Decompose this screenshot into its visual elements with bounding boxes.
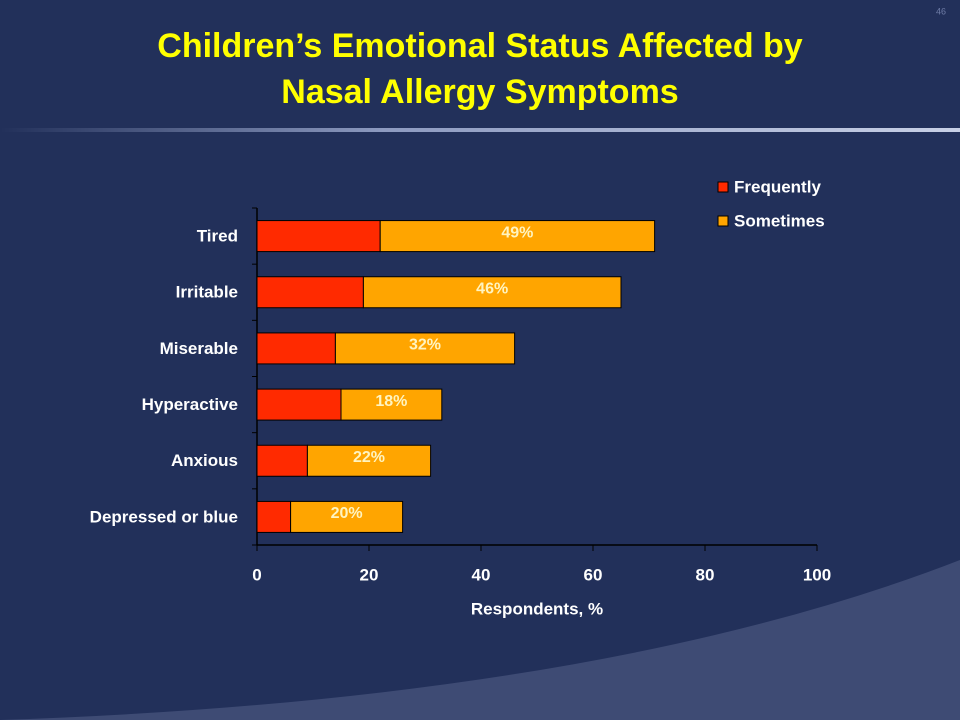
data-label: 49%	[501, 224, 533, 241]
y-tick-label: Hyperactive	[142, 395, 238, 414]
legend-swatch	[717, 215, 729, 227]
bar-segment	[334, 332, 516, 365]
bar-segment	[256, 388, 342, 421]
y-tick-label: Miserable	[160, 339, 238, 358]
data-label: 32%	[409, 337, 441, 354]
data-label: 20%	[331, 505, 363, 522]
x-tick-label: 0	[252, 565, 261, 584]
x-tick-label: 60	[584, 565, 603, 584]
bar-segment	[306, 444, 432, 477]
x-tick-label: 80	[696, 565, 715, 584]
x-axis-label: Respondents, %	[471, 599, 603, 618]
y-tick-label: Anxious	[171, 451, 238, 470]
x-tick-label: 40	[472, 565, 491, 584]
y-tick-label: Tired	[197, 227, 238, 246]
y-tick-label: Depressed or blue	[90, 507, 238, 526]
bar-segment	[362, 276, 622, 309]
title-rule	[0, 128, 960, 132]
x-tick-label: 20	[360, 565, 379, 584]
bar-segment	[256, 444, 308, 477]
legend-swatch	[717, 181, 729, 193]
bar-segment	[256, 500, 292, 533]
bar-segment	[379, 220, 656, 253]
data-label: 22%	[353, 449, 385, 466]
page-number: 46	[936, 6, 946, 16]
chart-title: Children’s Emotional Status Affected by N…	[157, 27, 803, 111]
legend-label: Sometimes	[734, 211, 825, 230]
legend-label: Frequently	[734, 177, 821, 196]
x-tick-label: 100	[803, 565, 831, 584]
bar-segment	[340, 388, 443, 421]
data-label: 18%	[375, 393, 407, 410]
bar-segment	[256, 276, 364, 309]
bar-segment	[256, 220, 381, 253]
bar-segment	[290, 500, 404, 533]
corner-shape	[0, 560, 960, 720]
data-label: 46%	[476, 280, 508, 297]
bar-segment	[256, 332, 336, 365]
y-tick-label: Irritable	[176, 283, 238, 302]
